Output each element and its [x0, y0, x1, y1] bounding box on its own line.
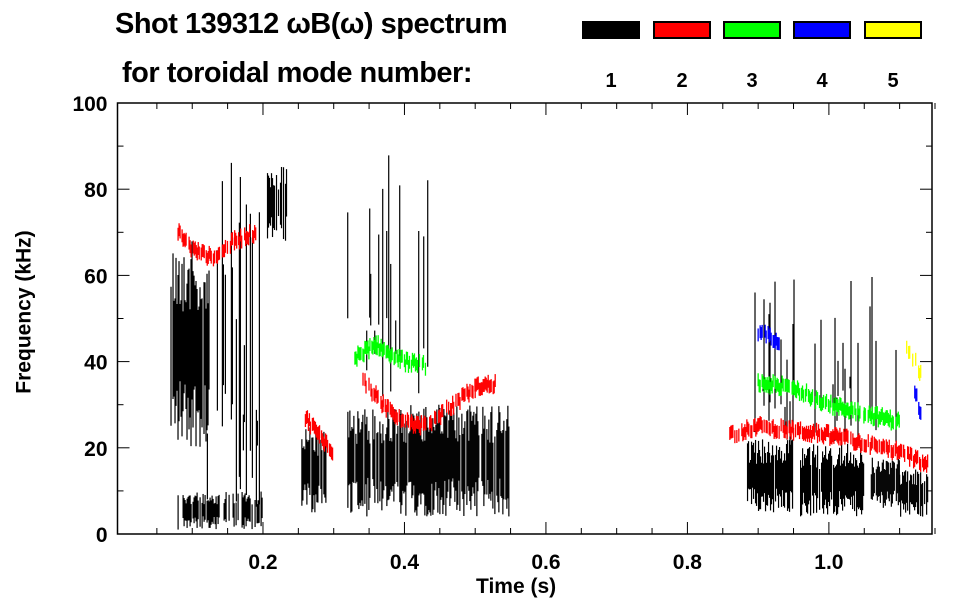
mode-track-n2: [304, 410, 334, 461]
mode-track-n3: [354, 335, 427, 376]
spectral-region-mode-1: [177, 491, 263, 530]
spectral-region-mode-1: [799, 443, 865, 517]
y-tick-label: 40: [84, 352, 107, 375]
mode-track-n4: [757, 324, 780, 351]
y-tick-label: 100: [72, 93, 107, 116]
x-tick-label: 0.8: [673, 551, 703, 574]
spectral-region-mode-1: [301, 427, 327, 513]
spectral-region-mode-1: [206, 162, 260, 507]
spectral-region-mode-1: [746, 439, 794, 513]
mode-track-n2: [729, 416, 929, 473]
legend-label-mode-5: 5: [887, 70, 899, 92]
y-tick-label: 80: [84, 179, 107, 202]
mode-track-n2: [177, 223, 257, 267]
x-tick-label: 0.6: [531, 551, 560, 574]
x-tick-label: 0.4: [390, 551, 420, 574]
y-axis-label: Frequency (kHz): [12, 230, 36, 394]
spectral-region-mode-1: [170, 241, 210, 447]
y-tick-label: 60: [84, 265, 107, 288]
chart-title-line1: Shot 139312 ωB(ω) spectrum: [115, 8, 508, 40]
legend-label-mode-1: 1: [605, 70, 617, 92]
mode-track-n3: [757, 373, 900, 431]
legend-swatch-mode-3: [723, 21, 781, 39]
chart-title-line2: for toroidal mode number:: [122, 57, 473, 89]
mode-track-n2: [362, 372, 496, 436]
x-tick-label: 1.0: [814, 551, 843, 574]
legend-swatch-mode-2: [653, 21, 711, 39]
legend-swatch-mode-5: [864, 21, 922, 39]
x-axis-label: Time (s): [476, 575, 557, 598]
mode-track-n5: [906, 340, 922, 381]
spectral-region-mode-1: [870, 457, 900, 508]
spectral-region-mode-1: [899, 469, 929, 517]
mode-track-n4: [914, 385, 922, 420]
legend-label-mode-4: 4: [816, 70, 828, 92]
y-tick-label: 20: [84, 438, 107, 461]
legend-label-mode-3: 3: [746, 70, 758, 92]
x-tick-label: 0.2: [248, 551, 277, 574]
y-tick-label: 0: [96, 524, 108, 547]
legend-swatch-mode-4: [793, 21, 851, 39]
legend-label-mode-2: 2: [676, 70, 688, 92]
legend-swatch-mode-1: [582, 21, 640, 39]
spectral-region-mode-1: [347, 404, 510, 517]
spectral-region-mode-1: [266, 166, 288, 241]
